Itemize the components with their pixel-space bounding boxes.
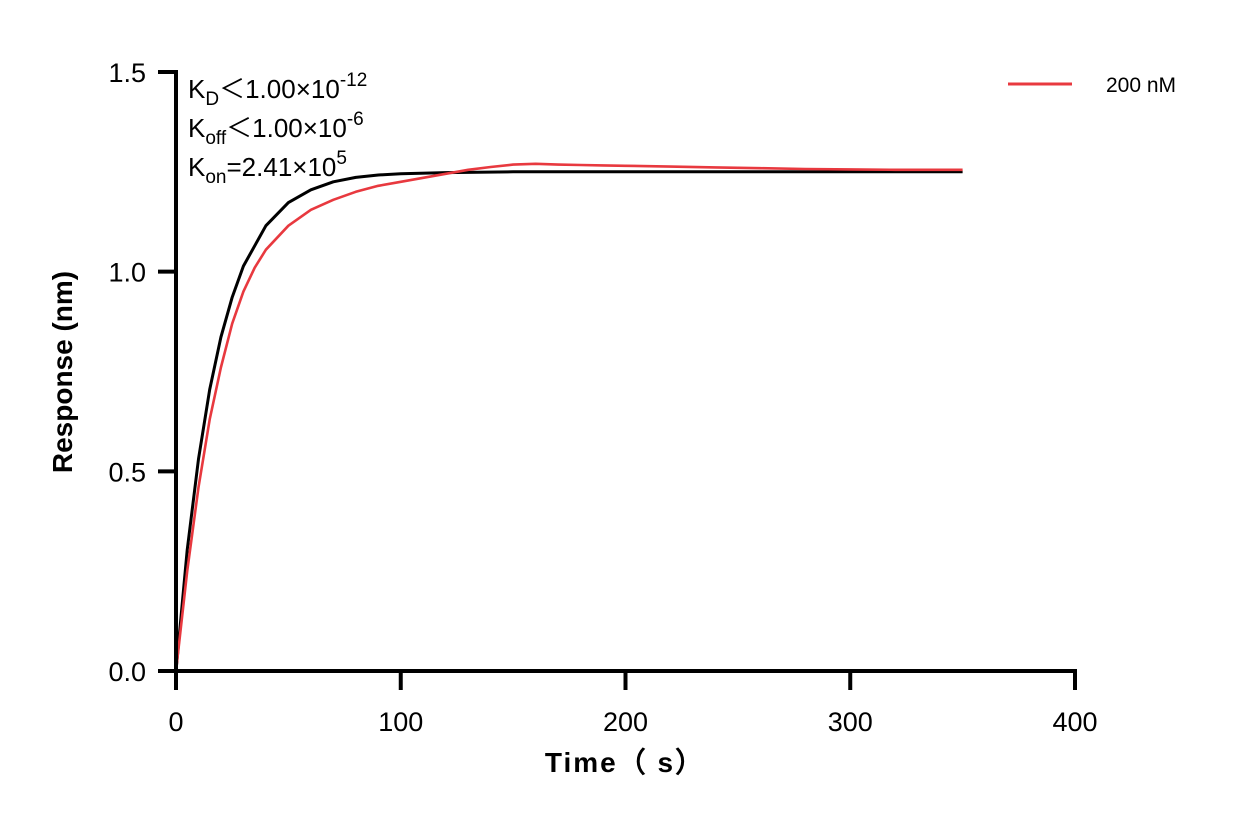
y-axis-label: Response (nm): [47, 271, 78, 473]
kinetic-annotation: Koff＜1.00×10-6: [188, 109, 364, 149]
kinetic-annotation: Kon=2.41×105: [188, 148, 347, 188]
fit-curve-line: [174, 170, 963, 672]
x-tick-label: 400: [1052, 707, 1097, 737]
series-200nM-line: [174, 162, 963, 672]
kinetic-annotation: KD＜1.00×10-12: [188, 70, 367, 110]
x-tick-label: 100: [378, 707, 423, 737]
x-tick-label: 300: [828, 707, 873, 737]
y-tick-label: 0.5: [108, 457, 146, 487]
y-tick-label: 1.5: [108, 58, 146, 88]
legend-label: 200 nM: [1106, 74, 1176, 97]
x-axis-label: Time（ s）: [545, 746, 705, 778]
y-tick-label: 0.0: [108, 657, 146, 687]
x-tick-label: 200: [603, 707, 648, 737]
y-tick-label: 1.0: [108, 258, 146, 288]
x-tick-label: 0: [168, 707, 183, 737]
